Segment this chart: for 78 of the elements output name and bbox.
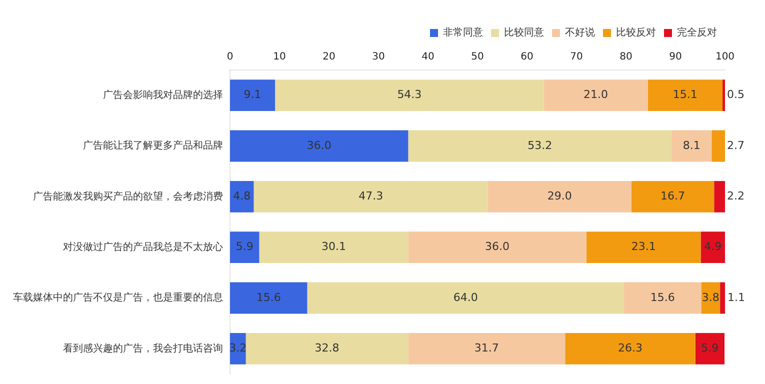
y-tick-label: 广告会影响我对品牌的选择	[103, 88, 223, 101]
data-label: 54.3	[397, 88, 422, 102]
data-label: 30.1	[321, 240, 346, 254]
bar	[631, 180, 714, 212]
y-tick-label: 广告能让我了解更多产品和品牌	[83, 140, 223, 152]
bar	[254, 180, 488, 212]
data-label: 29.0	[547, 190, 572, 203]
y-tick-label: 对没做过广告的产品我总是不太放心	[63, 240, 223, 253]
bar	[565, 332, 696, 364]
data-label: 1.1	[727, 290, 745, 304]
bar	[230, 232, 260, 264]
bar	[648, 80, 723, 112]
data-label: 8.1	[682, 138, 700, 152]
bar	[544, 80, 648, 112]
data-label: 31.7	[474, 342, 499, 355]
data-label: 23.1	[631, 240, 656, 254]
data-label: 32.8	[314, 342, 340, 355]
bar	[275, 80, 544, 112]
legend-label: 不好说	[565, 26, 595, 39]
data-label: 53.2	[528, 138, 552, 152]
x-tick-label: 40	[422, 52, 434, 63]
x-tick-label: 0	[226, 52, 234, 63]
bar	[700, 232, 725, 264]
data-label: 2.2	[727, 190, 744, 203]
data-label: 5.9	[236, 240, 254, 254]
bar	[259, 232, 408, 264]
bar	[230, 130, 408, 162]
data-label: 3.8	[702, 290, 720, 304]
legend-label: 非常同意	[443, 26, 483, 39]
data-label: 15.1	[672, 88, 698, 102]
x-tick-label: 30	[372, 52, 385, 63]
x-tick-label: 80	[620, 52, 632, 63]
bar	[408, 332, 566, 364]
data-label: 16.7	[660, 190, 686, 203]
bar	[712, 130, 725, 162]
bar	[230, 282, 308, 314]
data-label: 26.3	[618, 342, 642, 355]
legend-label: 比较同意	[504, 26, 544, 39]
data-label: 5.9	[701, 342, 719, 355]
x-tick-label: 50	[471, 52, 484, 63]
bar	[714, 180, 725, 212]
data-label: 47.3	[358, 190, 384, 203]
bar	[230, 332, 246, 364]
data-label: 15.6	[256, 290, 281, 304]
data-label: 21.0	[584, 88, 608, 102]
y-tick-label: 广告能激发我购买产品的欲望，会考虑消费	[33, 190, 223, 202]
bar	[408, 232, 586, 264]
bar	[230, 180, 254, 212]
bar	[246, 332, 408, 364]
bar	[672, 130, 712, 162]
legend-label: 完全反对	[677, 26, 717, 39]
data-label: 4.8	[233, 190, 251, 203]
x-tick-label: 10	[273, 52, 286, 63]
bar	[488, 180, 632, 212]
y-tick-label: 看到感兴趣的广告，我会打电话咨询	[63, 342, 223, 354]
bar	[695, 332, 725, 364]
data-label: 9.1	[244, 88, 262, 102]
x-tick-label: 90	[669, 52, 682, 63]
legend-label: 比较反对	[616, 26, 656, 39]
x-tick-label: 70	[570, 52, 583, 63]
y-tick-label: 车载媒体中的广告不仅是广告，也是重要的信息	[13, 292, 223, 304]
data-label: 2.7	[727, 138, 744, 152]
x-tick-label: 100	[715, 52, 735, 63]
bar	[720, 282, 725, 314]
bar	[624, 282, 702, 314]
bar	[230, 80, 276, 112]
data-label: 15.6	[650, 290, 675, 304]
bar	[586, 232, 701, 264]
data-label: 4.9	[704, 240, 722, 254]
data-label: 3.2	[229, 342, 247, 355]
data-label: 0.5	[727, 88, 744, 102]
x-tick-label: 60	[520, 52, 534, 63]
bar	[307, 282, 624, 314]
data-label: 36.0	[306, 138, 332, 152]
data-label: 36.0	[485, 240, 510, 254]
x-tick-label: 20	[322, 52, 336, 63]
bar	[408, 130, 672, 162]
data-label: 64.0	[453, 290, 478, 304]
